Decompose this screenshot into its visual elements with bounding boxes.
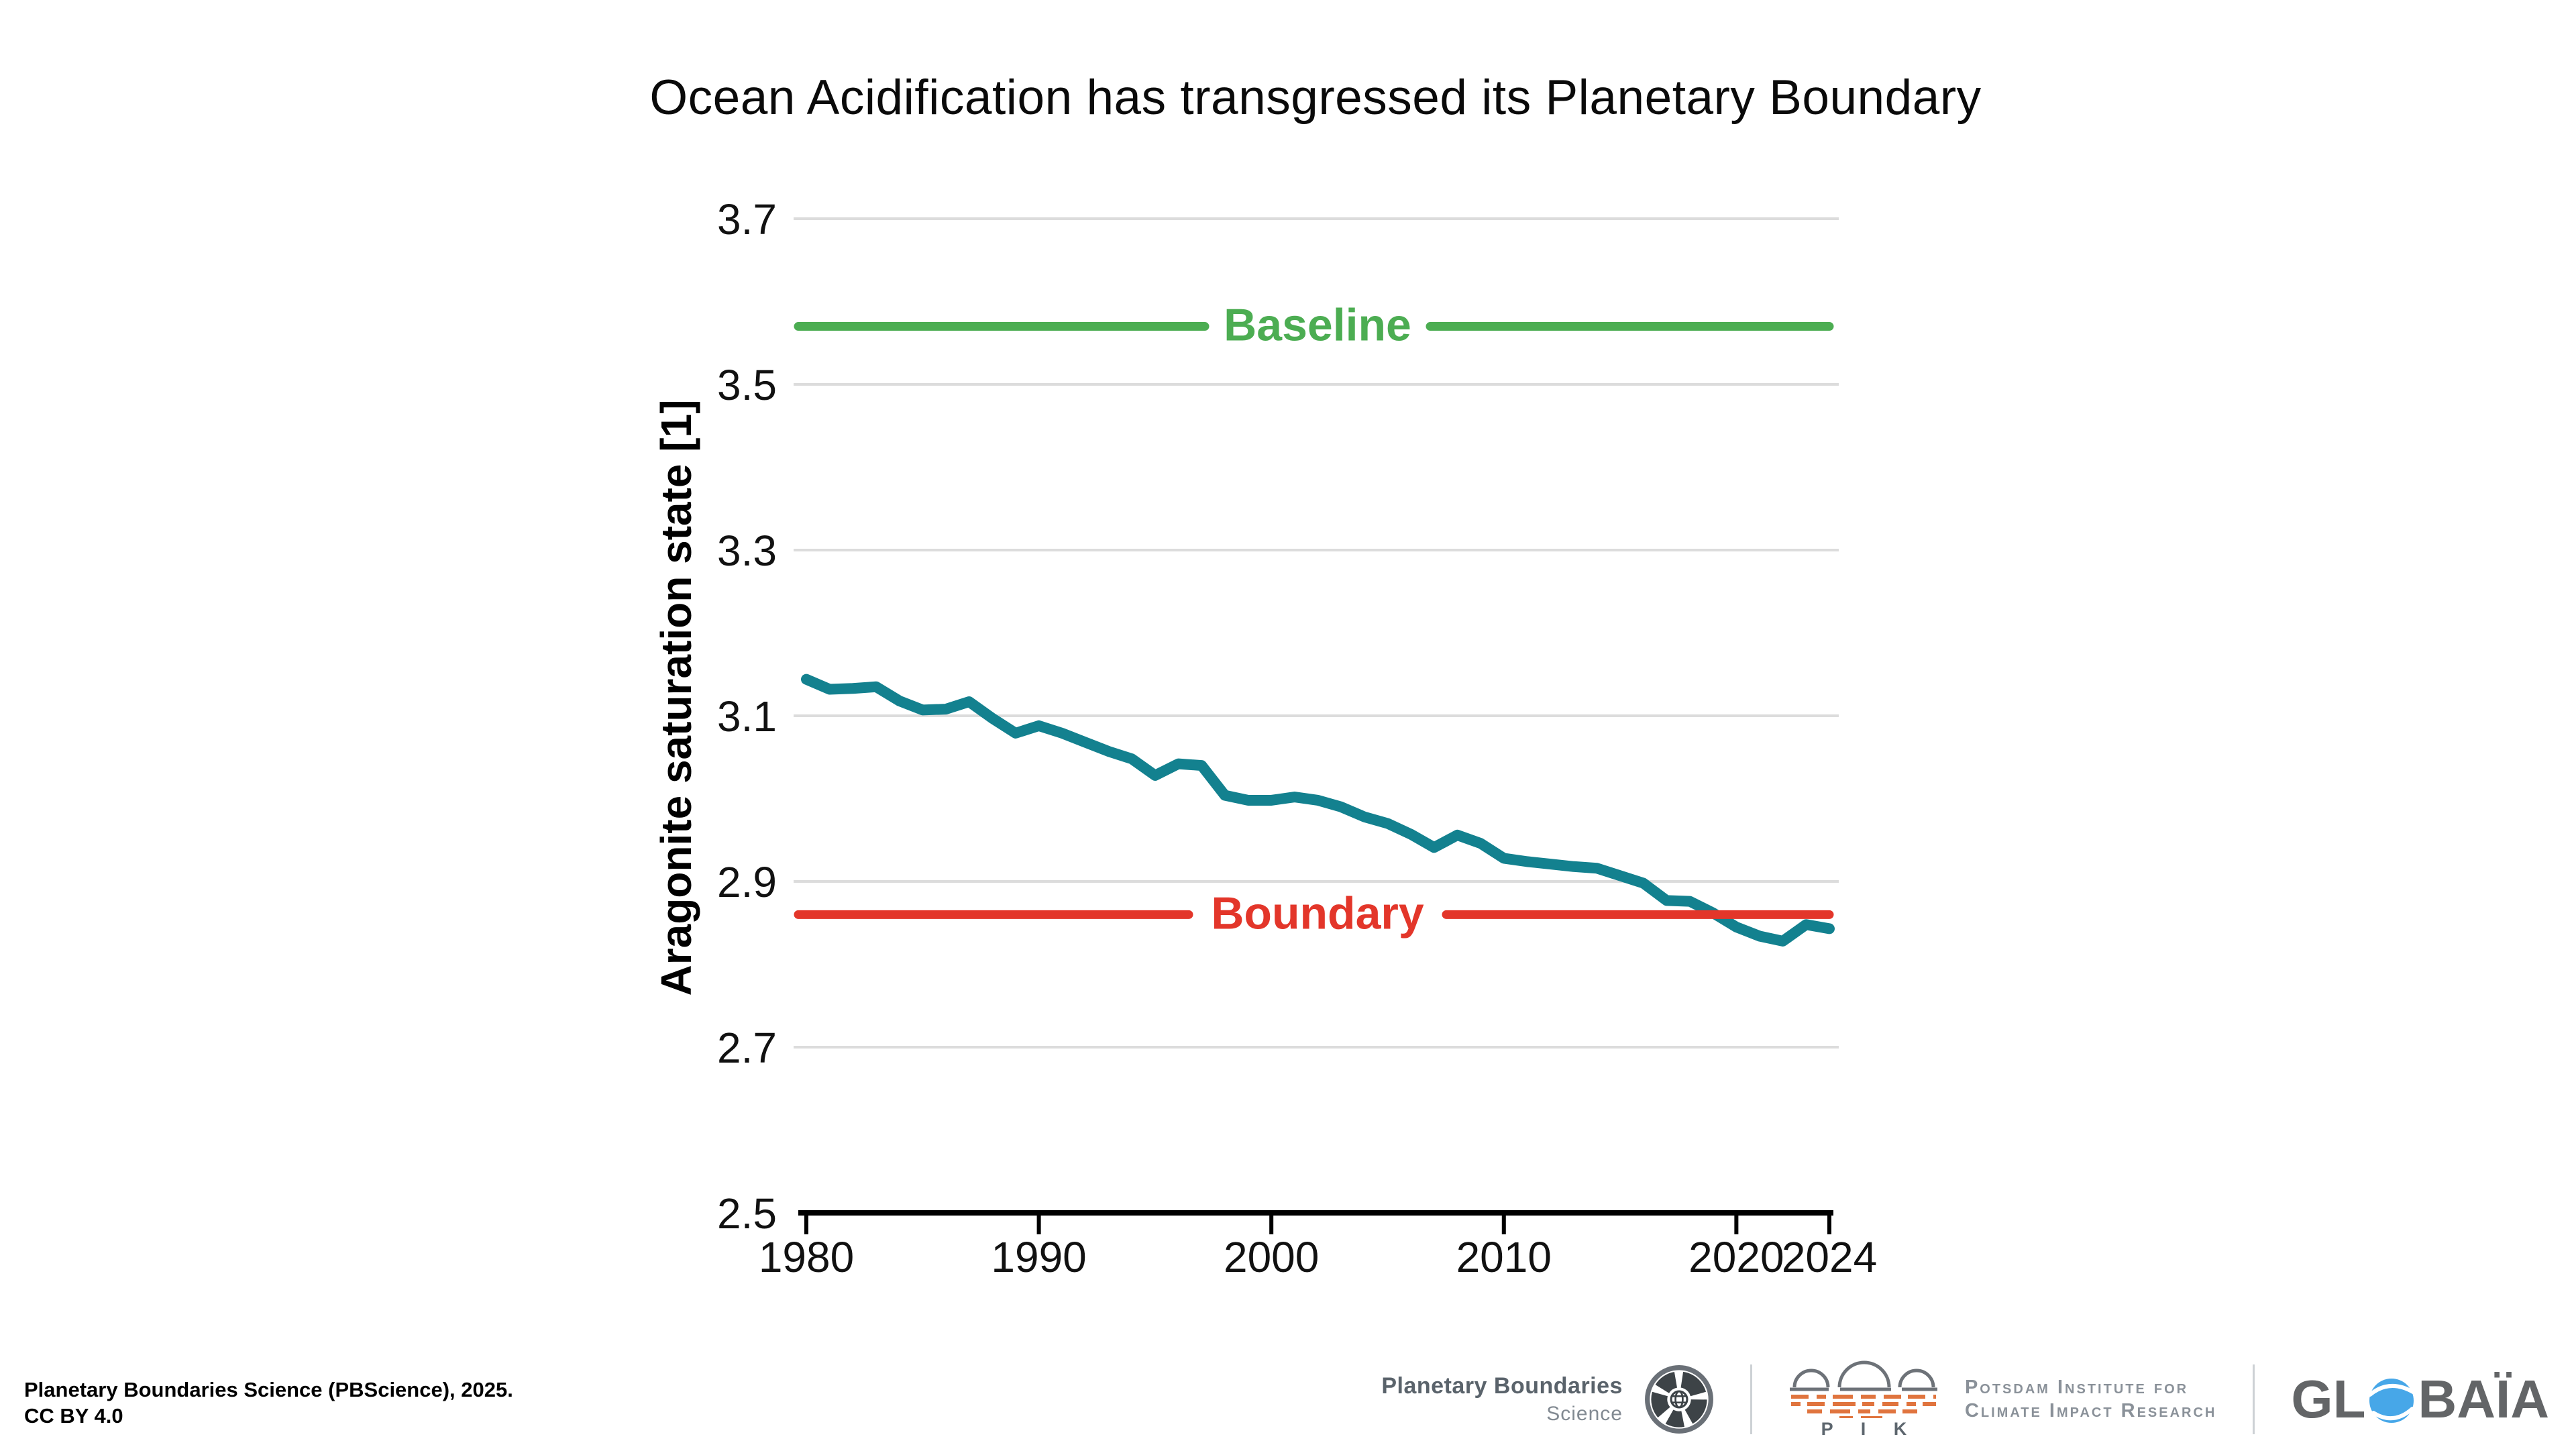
y-axis-title: Aragonite saturation state [1] (652, 399, 700, 996)
y-tick-label: 3.5 (717, 361, 777, 409)
x-tick-label: 2010 (1456, 1233, 1552, 1281)
baseline-label: Baseline (1224, 300, 1411, 351)
y-tick-label: 3.3 (717, 527, 777, 575)
pik-glyph-column: P I K (1788, 1359, 1939, 1440)
y-tick-label: 2.9 (717, 858, 777, 906)
x-tick-label: 2024 (1782, 1233, 1877, 1281)
pbscience-fan-icon (1644, 1365, 1713, 1434)
pik-domes-icon (1789, 1360, 1937, 1418)
data-line (801, 674, 1835, 947)
pik-logo: P I K Potsdam Institute for Climate Impa… (1788, 1359, 2216, 1440)
logo-divider (1750, 1364, 1752, 1434)
x-tick-label: 1980 (759, 1233, 854, 1281)
globaia-text-pre: GL (2291, 1369, 2366, 1429)
y-tick-label: 3.1 (717, 692, 777, 741)
pik-institute-text: Potsdam Institute for Climate Impact Res… (1965, 1376, 2216, 1423)
pbscience-logo-line1: Planetary Boundaries (1381, 1373, 1623, 1399)
y-tick-label: 3.7 (717, 195, 777, 244)
pik-institute-line1: Potsdam Institute for (1964, 1377, 2189, 1398)
attribution-license: CC BY 4.0 (24, 1404, 123, 1428)
chart-title: Ocean Acidification has transgressed its… (649, 70, 1982, 125)
pik-institute-line2: Climate Impact Research (1964, 1400, 2217, 1421)
x-tick-label: 2000 (1224, 1233, 1319, 1281)
pbscience-logo: Planetary Boundaries Science (1381, 1364, 1714, 1434)
attribution: Planetary Boundaries Science (PBScience)… (24, 1377, 513, 1429)
x-tick-label: 2020 (1688, 1233, 1784, 1281)
pbscience-logo-text: Planetary Boundaries Science (1381, 1373, 1623, 1426)
y-tick-label: 2.5 (717, 1189, 777, 1238)
x-tick-label: 1990 (991, 1233, 1086, 1281)
attribution-source: Planetary Boundaries Science (PBScience)… (24, 1378, 513, 1401)
pbscience-logo-line2: Science (1546, 1403, 1623, 1425)
pik-acronym: P I K (1821, 1419, 1919, 1439)
y-tick-label: 2.7 (717, 1024, 777, 1072)
globaia-globe-icon (2368, 1379, 2416, 1423)
globaia-text-post: BAÏA (2418, 1369, 2549, 1429)
logo-divider (2253, 1364, 2255, 1434)
boundary-label: Boundary (1211, 888, 1424, 938)
logo-row: Planetary Boundaries Science (1381, 1359, 2549, 1440)
globaia-logo: GL BAÏA (2291, 1368, 2549, 1430)
